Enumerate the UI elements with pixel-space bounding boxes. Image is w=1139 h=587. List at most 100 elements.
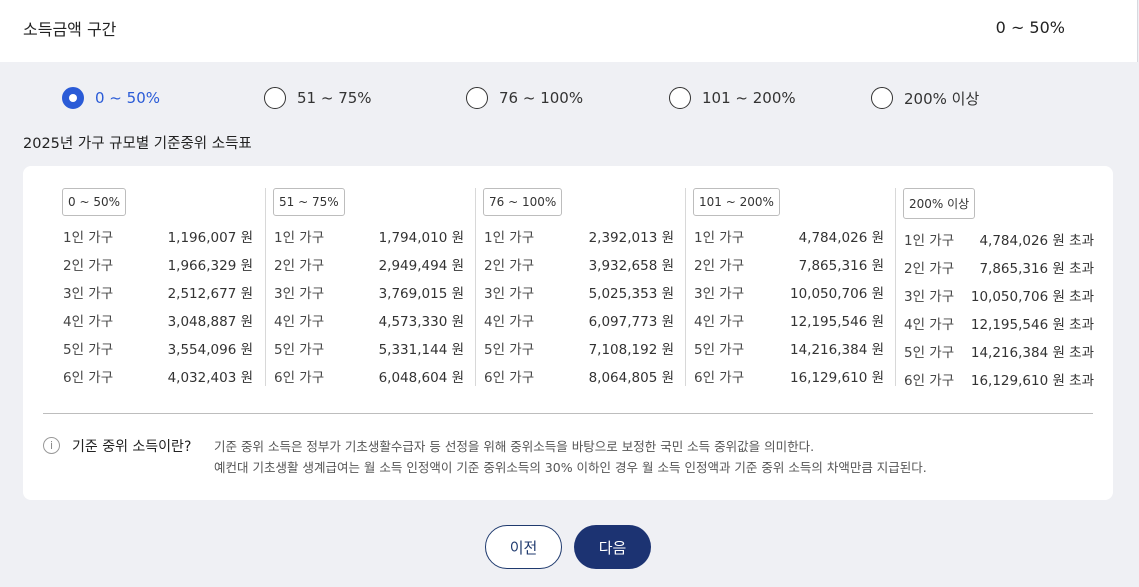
income-amount: 3,554,096 원 — [167, 342, 253, 358]
table-row: 2인 가구 2,949,494 원 — [274, 250, 484, 278]
table-row: 6인 가구 16,129,610 원 초과 — [904, 365, 1114, 393]
table-row: 6인 가구 8,064,805 원 — [484, 362, 694, 390]
household-label: 1인 가구 — [694, 230, 745, 246]
income-column-51-75: 51 ~ 75% 1인 가구 1,794,010 원 2인 가구 2,949,494… — [265, 188, 484, 390]
radio-option-51-75[interactable]: 51 ~ 75% — [264, 84, 372, 112]
household-label: 6인 가구 — [274, 370, 325, 386]
radio-button-icon[interactable] — [264, 87, 286, 109]
household-label: 3인 가구 — [904, 289, 955, 305]
income-amount: 1,196,007 원 — [167, 230, 253, 246]
income-column-200-plus: 200% 이상 1인 가구 4,784,026 원 초과 2인 가구 7,865,3… — [895, 188, 1114, 389]
radio-option-200-plus[interactable]: 200% 이상 — [871, 84, 979, 112]
income-column-101-200: 101 ~ 200% 1인 가구 4,784,026 원 2인 가구 7,865,3… — [685, 188, 904, 388]
household-label: 1인 가구 — [63, 230, 114, 246]
table-row: 3인 가구 10,050,706 원 — [694, 278, 904, 306]
range-tag: 51 ~ 75% — [273, 188, 345, 216]
info-line-2: 예컨대 기초생활 생계급여는 월 소득 인정액이 기준 중위소득의 30% 이하… — [214, 460, 927, 475]
household-label: 6인 가구 — [484, 370, 535, 386]
table-row: 6인 가구 6,048,604 원 — [274, 362, 484, 390]
household-label: 2인 가구 — [904, 261, 955, 277]
income-amount: 4,573,330 원 — [378, 314, 464, 330]
household-label: 6인 가구 — [63, 370, 114, 386]
table-row: 5인 가구 3,554,096 원 — [63, 334, 273, 362]
table-row: 3인 가구 3,769,015 원 — [274, 278, 484, 306]
table-row: 4인 가구 6,097,773 원 — [484, 306, 694, 334]
table-row: 4인 가구 3,048,887 원 — [63, 306, 273, 334]
table-row: 2인 가구 7,865,316 원 — [694, 250, 904, 278]
table-row: 6인 가구 4,032,403 원 — [63, 362, 273, 390]
table-row: 5인 가구 14,216,384 원 초과 — [904, 337, 1114, 365]
household-label: 6인 가구 — [694, 370, 745, 386]
radio-option-0-50[interactable]: 0 ~ 50% — [62, 84, 160, 112]
income-range-radio-group: 0 ~ 50% 51 ~ 75% 76 ~ 100% 101 ~ 200% 20… — [0, 84, 1139, 112]
radio-label: 51 ~ 75% — [297, 89, 372, 107]
range-tag: 0 ~ 50% — [62, 188, 126, 216]
column-divider — [685, 188, 686, 386]
household-label: 4인 가구 — [63, 314, 114, 330]
household-label: 5인 가구 — [484, 342, 535, 358]
table-row: 4인 가구 4,573,330 원 — [274, 306, 484, 334]
radio-label: 101 ~ 200% — [702, 89, 796, 107]
household-label: 3인 가구 — [694, 286, 745, 302]
income-column-0-50: 0 ~ 50% 1인 가구 1,196,007 원 2인 가구 1,966,329 … — [62, 188, 273, 390]
income-amount: 5,331,144 원 — [378, 342, 464, 358]
radio-button-icon[interactable] — [62, 87, 84, 109]
household-label: 2인 가구 — [274, 258, 325, 274]
table-row: 5인 가구 7,108,192 원 — [484, 334, 694, 362]
range-tag: 76 ~ 100% — [483, 188, 563, 216]
range-tag: 200% 이상 — [903, 188, 976, 219]
radio-label: 0 ~ 50% — [95, 89, 160, 107]
income-amount: 6,048,604 원 — [378, 370, 464, 386]
income-amount: 3,932,658 원 — [588, 258, 674, 274]
table-row: 5인 가구 14,216,384 원 — [694, 334, 904, 362]
radio-button-icon[interactable] — [871, 87, 893, 109]
income-amount: 2,949,494 원 — [378, 258, 464, 274]
table-row: 2인 가구 7,865,316 원 초과 — [904, 253, 1114, 281]
table-row: 1인 가구 1,794,010 원 — [274, 222, 484, 250]
radio-button-icon[interactable] — [466, 87, 488, 109]
column-divider — [895, 188, 896, 386]
table-row: 1인 가구 2,392,013 원 — [484, 222, 694, 250]
table-row: 3인 가구 5,025,353 원 — [484, 278, 694, 306]
household-label: 4인 가구 — [274, 314, 325, 330]
income-amount: 3,769,015 원 — [378, 286, 464, 302]
income-amount: 7,865,316 원 초과 — [979, 261, 1094, 277]
table-row: 1인 가구 4,784,026 원 초과 — [904, 225, 1114, 253]
income-amount: 12,195,546 원 — [789, 314, 884, 330]
radio-option-101-200[interactable]: 101 ~ 200% — [669, 84, 796, 112]
household-label: 1인 가구 — [904, 233, 955, 249]
household-label: 3인 가구 — [274, 286, 325, 302]
info-description: 기준 중위 소득은 정부가 기초생활수급자 등 선정을 위해 중위소득을 바탕으… — [214, 436, 927, 478]
household-label: 5인 가구 — [274, 342, 325, 358]
header: 소득금액 구간 0 ~ 50% — [0, 0, 1138, 62]
household-label: 4인 가구 — [484, 314, 535, 330]
income-amount: 8,064,805 원 — [588, 370, 674, 386]
table-row: 5인 가구 5,331,144 원 — [274, 334, 484, 362]
column-divider — [475, 188, 476, 386]
household-label: 3인 가구 — [484, 286, 535, 302]
next-button[interactable]: 다음 — [574, 525, 651, 569]
info-icon: i — [43, 437, 60, 454]
income-table-title: 2025년 가구 규모별 기준중위 소득표 — [23, 136, 252, 152]
table-row: 1인 가구 1,196,007 원 — [63, 222, 273, 250]
income-amount: 1,966,329 원 — [167, 258, 253, 274]
income-amount: 10,050,706 원 초과 — [970, 289, 1094, 305]
household-label: 2인 가구 — [694, 258, 745, 274]
household-label: 4인 가구 — [904, 317, 955, 333]
selected-range-value: 0 ~ 50% — [995, 18, 1065, 37]
income-amount: 14,216,384 원 초과 — [970, 345, 1094, 361]
prev-button[interactable]: 이전 — [485, 525, 562, 569]
income-amount: 2,392,013 원 — [588, 230, 674, 246]
table-row: 3인 가구 10,050,706 원 초과 — [904, 281, 1114, 309]
column-divider — [265, 188, 266, 386]
radio-button-icon[interactable] — [669, 87, 691, 109]
income-amount: 4,784,026 원 초과 — [979, 233, 1094, 249]
household-label: 5인 가구 — [63, 342, 114, 358]
household-label: 1인 가구 — [484, 230, 535, 246]
household-label: 6인 가구 — [904, 373, 955, 389]
income-amount: 1,794,010 원 — [378, 230, 464, 246]
table-row: 4인 가구 12,195,546 원 초과 — [904, 309, 1114, 337]
radio-option-76-100[interactable]: 76 ~ 100% — [466, 84, 583, 112]
card-divider — [43, 413, 1093, 414]
income-amount: 4,784,026 원 — [798, 230, 884, 246]
